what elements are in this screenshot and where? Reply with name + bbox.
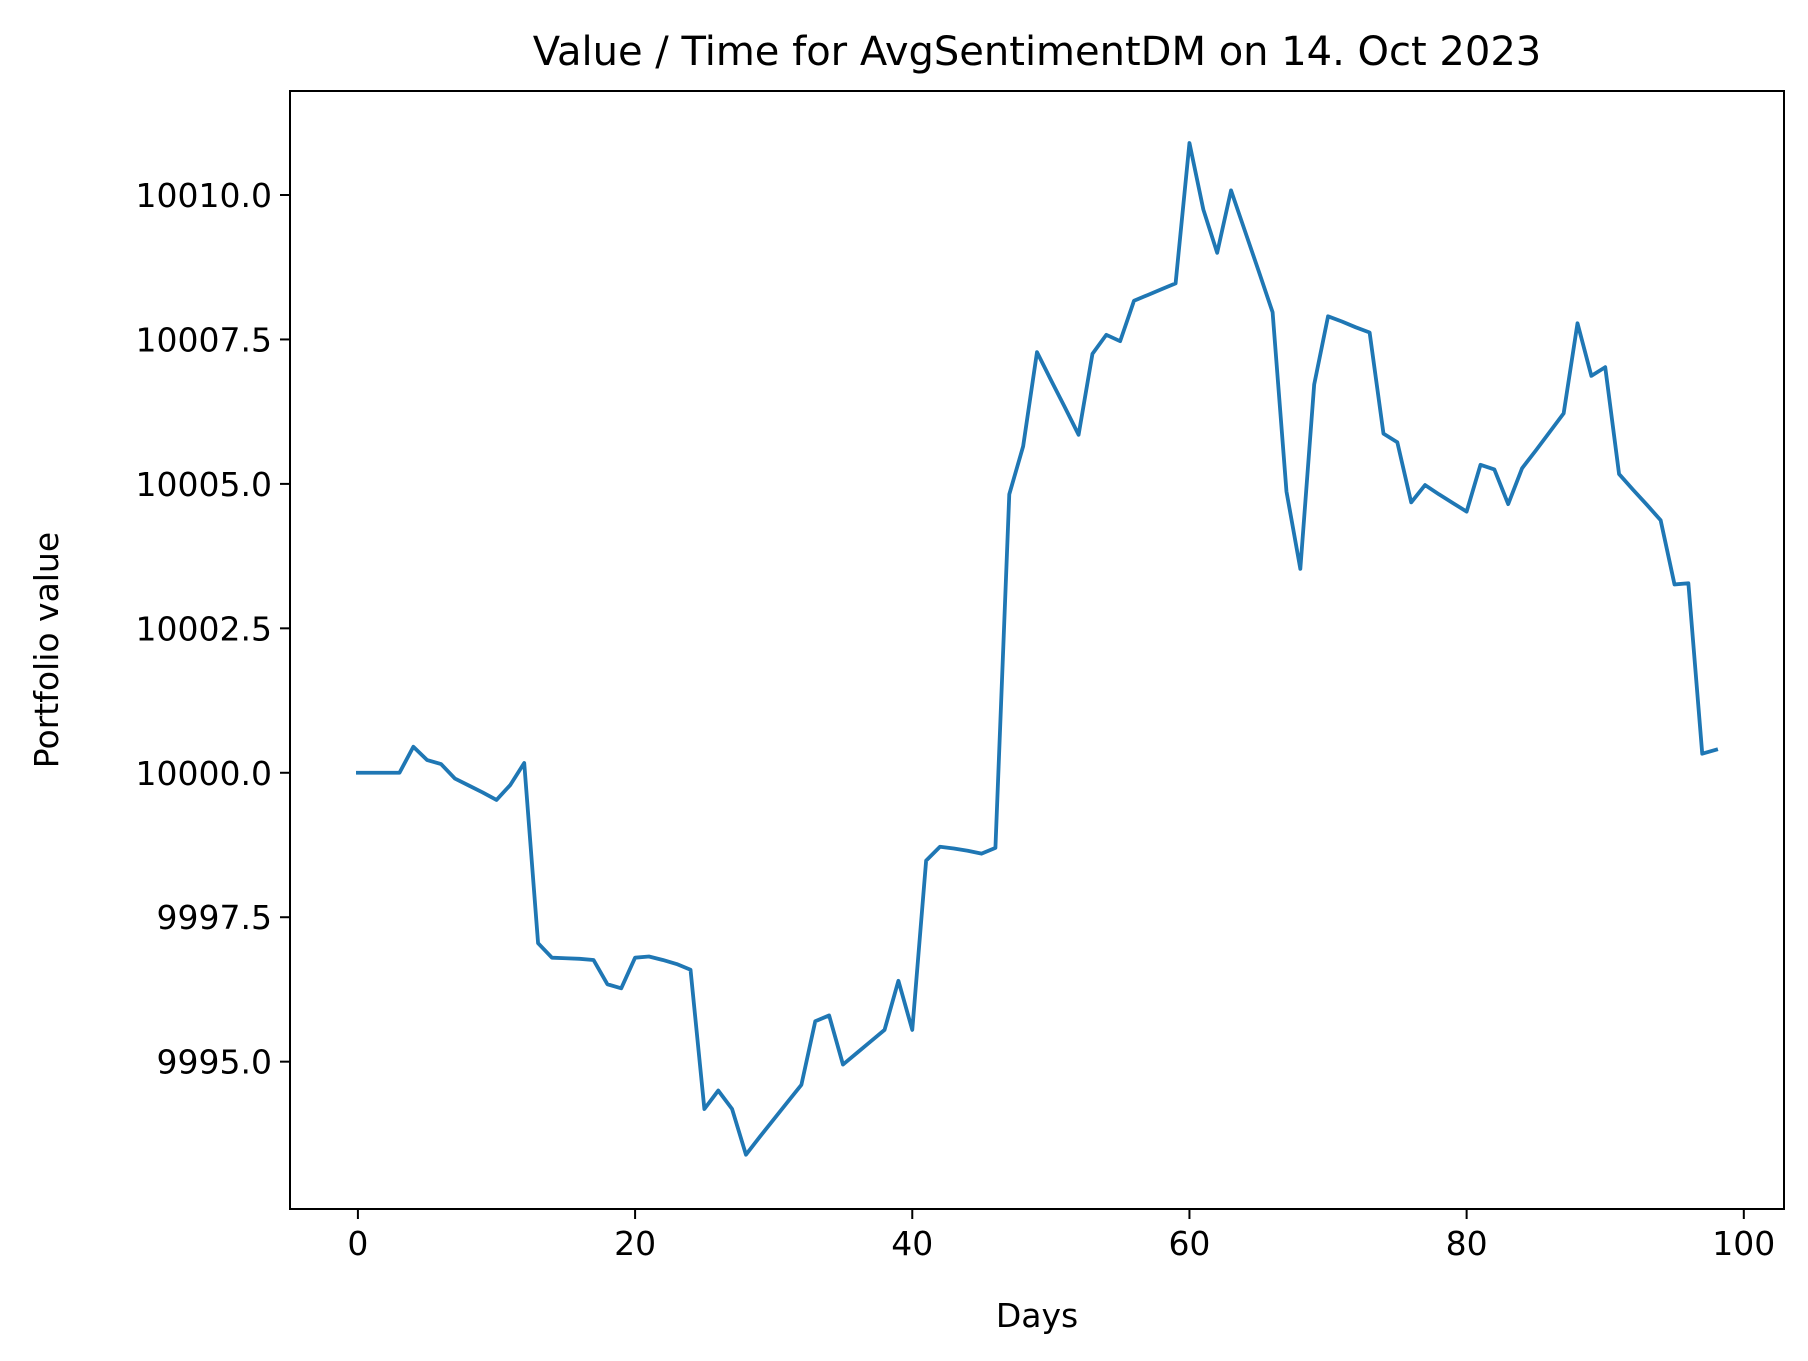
- x-tick-label: 0: [347, 1224, 368, 1263]
- chart-title: Value / Time for AvgSentimentDM on 14. O…: [533, 29, 1541, 75]
- y-axis-label: Portfolio value: [27, 532, 66, 768]
- series-line-0: [356, 141, 1719, 1157]
- y-tick-label: 10000.0: [136, 754, 272, 793]
- y-tick-label: 10010.0: [136, 176, 272, 215]
- x-tick-label: 20: [614, 1224, 656, 1263]
- x-tick-label: 60: [1168, 1224, 1210, 1263]
- x-tick-label: 40: [891, 1224, 933, 1263]
- x-tick-label: 80: [1446, 1224, 1488, 1263]
- x-tick-label: 100: [1712, 1224, 1775, 1263]
- plot-area: [356, 141, 1719, 1157]
- y-tick-label: 10007.5: [136, 320, 272, 359]
- y-tick-label: 10005.0: [136, 465, 272, 504]
- axes-frame: [289, 90, 1785, 1210]
- x-axis-ticks: 0 20 40 60 80 100: [347, 1209, 1775, 1263]
- y-axis-ticks: 9995.0 9997.5 10000.0 10002.5 10005.0 10007.5…: [136, 176, 290, 1082]
- y-tick-label: 10002.5: [136, 609, 272, 648]
- y-tick-label: 9997.5: [157, 898, 272, 937]
- y-tick-label: 9995.0: [157, 1043, 272, 1082]
- x-axis-label: Days: [996, 1296, 1078, 1335]
